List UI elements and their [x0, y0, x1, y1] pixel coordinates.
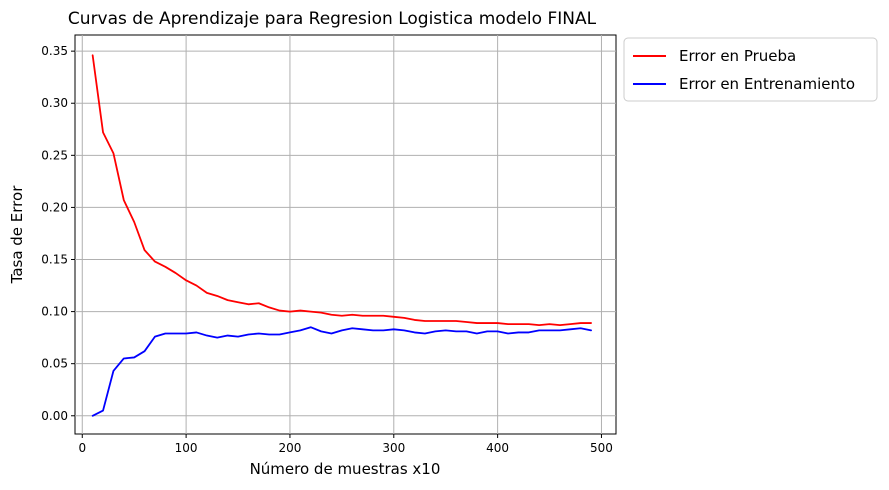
x-tick-label: 200 [278, 441, 301, 455]
legend-label-entrenamiento: Error en Entrenamiento [679, 75, 855, 93]
grid-lines [75, 35, 616, 434]
y-tick-label: 0.05 [41, 357, 68, 371]
legend-label-prueba: Error en Prueba [679, 47, 796, 65]
y-tick-label: 0.20 [41, 200, 68, 214]
y-tick-label: 0.25 [41, 148, 68, 162]
y-tick-label: 0.15 [41, 253, 68, 267]
legend-box [623, 37, 878, 102]
x-tick-label: 100 [175, 441, 198, 455]
legend: Error en Prueba Error en Entrenamiento [623, 37, 878, 102]
plot-area-frame [74, 34, 617, 435]
y-tick-label: 0.30 [41, 96, 68, 110]
series-line-error-prueba [91, 54, 592, 327]
x-tick-label: 400 [486, 441, 509, 455]
y-tick-label: 0.10 [41, 305, 68, 319]
y-tick-label: 0.00 [41, 409, 68, 423]
x-tick-label: 500 [590, 441, 613, 455]
series-lines [91, 54, 592, 417]
y-axis-title: Tasa de Error [8, 185, 26, 285]
x-tick-label: 300 [382, 441, 405, 455]
series-line-error-entrenamiento [91, 326, 592, 417]
y-tick-label: 0.35 [41, 44, 68, 58]
chart-title: Curvas de Aprendizaje para Regresion Log… [68, 9, 597, 29]
x-axis-title: Número de muestras x10 [250, 460, 441, 478]
axis-ticks: 0 100 200 300 400 500 0.00 0.05 0.10 0.15 0.20 0.25… [41, 44, 613, 455]
x-tick-label: 0 [78, 441, 86, 455]
